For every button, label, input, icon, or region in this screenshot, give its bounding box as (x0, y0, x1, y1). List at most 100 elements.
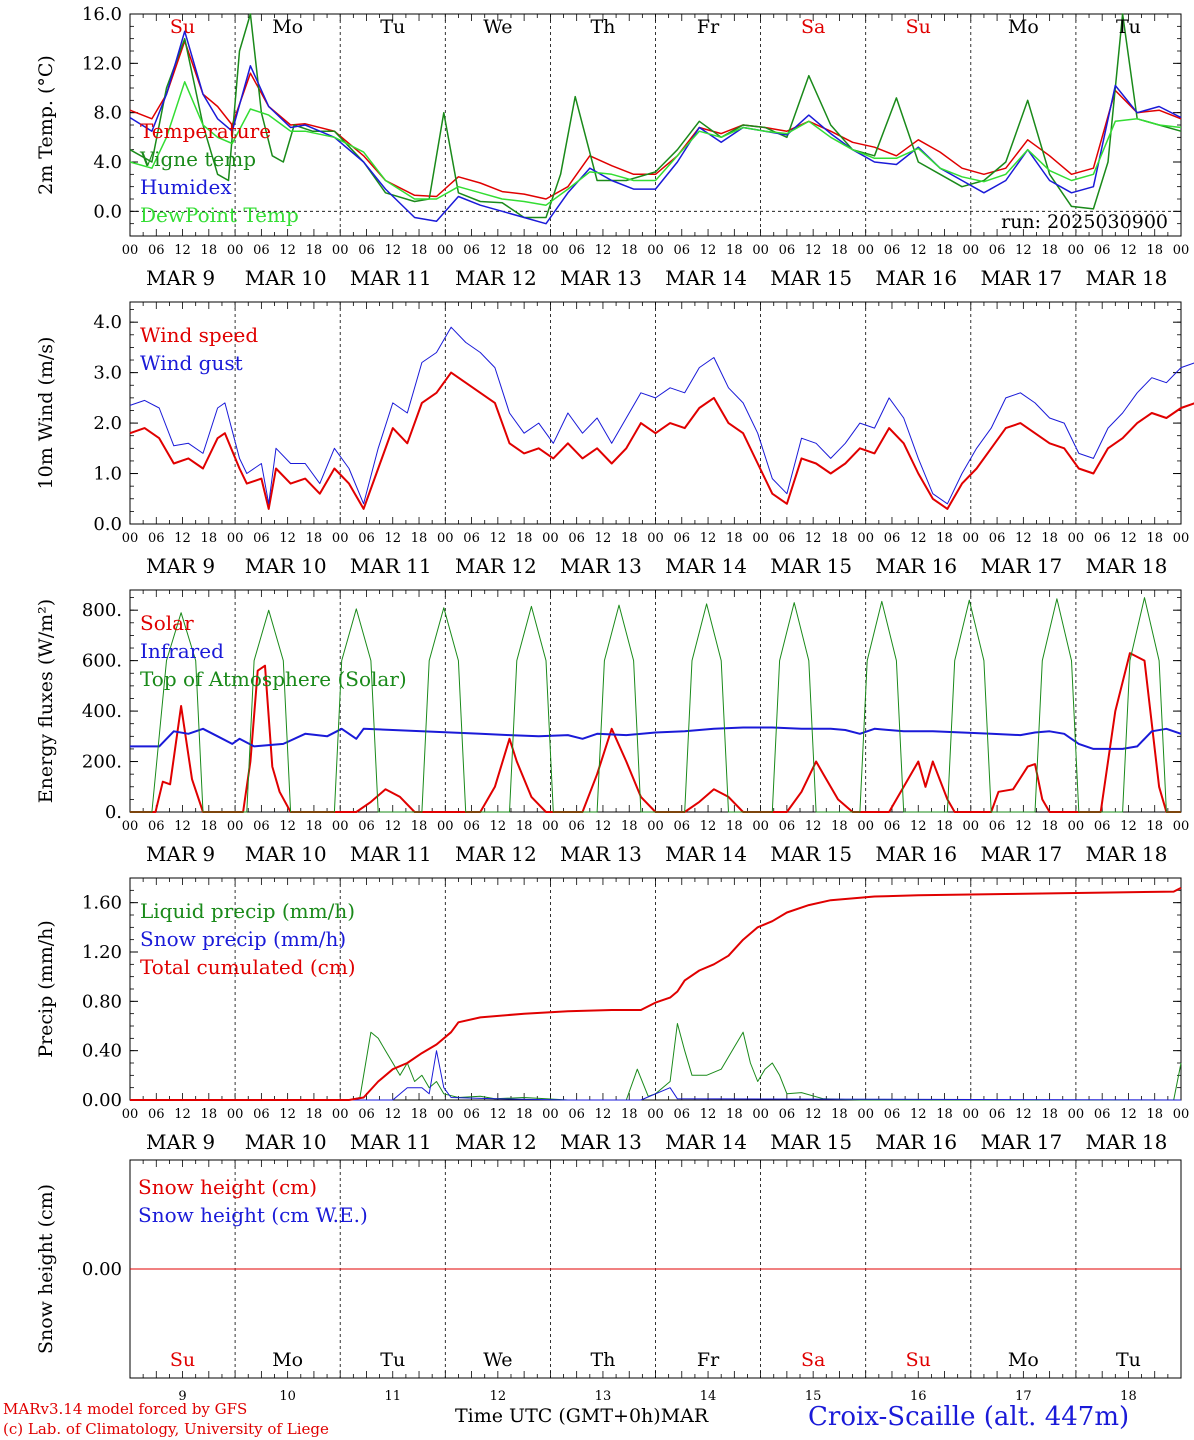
hour-tick-label: 00 (857, 1107, 874, 1122)
date-label: MAR 9 (146, 266, 215, 290)
hour-tick-label: 06 (989, 531, 1006, 546)
hour-tick-label: 00 (857, 243, 874, 258)
y-tick-label: 0.00 (82, 1259, 122, 1280)
day-number-label: 12 (490, 1389, 507, 1404)
date-label: MAR 12 (455, 554, 537, 578)
hour-tick-label: 00 (752, 1107, 769, 1122)
y-tick-label: 3.0 (93, 363, 122, 384)
legend-entry: Vigne temp (139, 147, 256, 171)
date-label: MAR 15 (770, 554, 852, 578)
hour-tick-label: 18 (306, 819, 323, 834)
hour-tick-label: 18 (411, 819, 428, 834)
day-name-label: Su (906, 16, 931, 38)
copyright-credit: (c) Lab. of Climatology, University of L… (3, 1420, 329, 1438)
date-label: MAR 14 (665, 266, 747, 290)
series-humidex-line (129, 30, 1182, 225)
hour-tick-label: 12 (805, 1107, 822, 1122)
y-tick-label: 1.0 (93, 464, 122, 485)
hour-tick-label: 06 (148, 819, 165, 834)
legend-entry: Liquid precip (mm/h) (140, 899, 355, 923)
y-axis-label: Energy fluxes (W/m²) (35, 599, 57, 803)
day-name-label: Tu (1116, 16, 1141, 38)
day-name-label: Th (590, 1349, 615, 1371)
hour-tick-label: 12 (595, 1107, 612, 1122)
hour-tick-label: 12 (700, 243, 717, 258)
date-label: MAR 18 (1086, 554, 1168, 578)
series-total-cumulated-cm--line (130, 887, 1182, 1101)
station-name: Croix-Scaille (alt. 447m) (808, 1402, 1130, 1432)
legend-entry: Total cumulated (cm) (140, 955, 356, 979)
hour-tick-label: 00 (122, 531, 139, 546)
date-label: MAR 13 (560, 842, 642, 866)
hour-tick-label: 06 (463, 243, 480, 258)
hour-tick-label: 06 (884, 819, 901, 834)
hour-tick-label: 18 (516, 819, 533, 834)
hour-tick-label: 00 (1173, 1107, 1190, 1122)
date-label: MAR 11 (350, 266, 432, 290)
hour-tick-label: 12 (1120, 531, 1137, 546)
hour-tick-label: 12 (490, 243, 507, 258)
date-label: MAR 16 (875, 842, 957, 866)
hour-tick-label: 00 (122, 243, 139, 258)
hour-tick-label: 00 (1068, 243, 1085, 258)
y-tick-label: 12.0 (82, 53, 122, 74)
hour-tick-label: 06 (253, 1107, 270, 1122)
hour-tick-label: 12 (700, 531, 717, 546)
hour-tick-label: 00 (227, 243, 244, 258)
date-label: MAR 12 (455, 842, 537, 866)
y-tick-label: 2.0 (93, 413, 122, 434)
hour-tick-label: 18 (936, 819, 953, 834)
day-name-label: Mo (1008, 16, 1039, 38)
day-name-label: We (483, 1349, 512, 1371)
hour-tick-label: 00 (542, 243, 559, 258)
hour-tick-label: 18 (411, 531, 428, 546)
day-number-label: 9 (178, 1389, 186, 1404)
day-number-label: 10 (279, 1389, 296, 1404)
date-label: MAR 14 (665, 1130, 747, 1154)
hour-tick-label: 12 (279, 531, 296, 546)
hour-tick-label: 18 (516, 243, 533, 258)
hour-tick-label: 00 (1173, 243, 1190, 258)
date-label: MAR 17 (980, 842, 1062, 866)
hour-tick-label: 00 (1068, 819, 1085, 834)
series-top-of-atmosphere-solar--line (130, 597, 1181, 813)
hour-tick-label: 18 (936, 1107, 953, 1122)
y-tick-label: 200. (82, 752, 122, 773)
hour-tick-label: 12 (910, 531, 927, 546)
series-infrared-line (130, 726, 1182, 750)
hour-tick-label: 06 (463, 531, 480, 546)
hour-tick-label: 18 (201, 243, 218, 258)
legend-entry: Wind gust (140, 351, 243, 375)
hour-tick-label: 12 (174, 819, 191, 834)
date-label: MAR 14 (665, 554, 747, 578)
y-tick-label: 8.0 (93, 103, 122, 124)
hour-tick-label: 00 (332, 819, 349, 834)
day-name-label: Tu (380, 1349, 405, 1371)
y-tick-label: 4.0 (93, 152, 122, 173)
hour-tick-label: 00 (437, 243, 454, 258)
hour-tick-label: 00 (963, 819, 980, 834)
hour-tick-label: 12 (384, 819, 401, 834)
hour-tick-label: 06 (463, 819, 480, 834)
date-label: MAR 15 (770, 1130, 852, 1154)
hour-tick-label: 06 (148, 531, 165, 546)
date-label: MAR 12 (455, 266, 537, 290)
y-tick-label: 1.60 (82, 893, 122, 914)
date-label: MAR 17 (980, 1130, 1062, 1154)
y-tick-label: 4.0 (93, 312, 122, 333)
hour-tick-label: 12 (1120, 819, 1137, 834)
hour-tick-label: 18 (411, 243, 428, 258)
hour-tick-label: 18 (936, 243, 953, 258)
hour-tick-label: 06 (884, 1107, 901, 1122)
y-tick-label: 1.20 (82, 942, 122, 963)
hour-tick-label: 12 (1015, 243, 1032, 258)
hour-tick-label: 06 (779, 243, 796, 258)
hour-tick-label: 00 (437, 819, 454, 834)
hour-tick-label: 18 (831, 819, 848, 834)
date-label: MAR 9 (146, 842, 215, 866)
hour-tick-label: 06 (884, 243, 901, 258)
hour-tick-label: 18 (726, 819, 743, 834)
hour-tick-label: 18 (201, 531, 218, 546)
hour-tick-label: 06 (568, 243, 585, 258)
legend-entry: Snow precip (mm/h) (140, 927, 346, 951)
